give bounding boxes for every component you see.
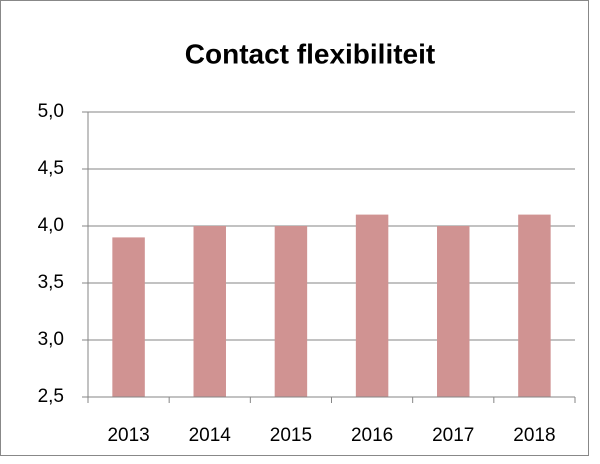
- y-tick-label: 2,5: [38, 386, 64, 407]
- bar: [274, 226, 308, 397]
- x-tick-label: 2018: [513, 425, 555, 446]
- y-tick-label: 3,5: [38, 272, 64, 293]
- y-tick-label: 4,0: [38, 215, 64, 236]
- bar: [112, 237, 145, 397]
- x-tick-label: 2017: [432, 425, 474, 446]
- x-tick-label: 2016: [351, 425, 393, 446]
- bar: [355, 214, 389, 397]
- bar: [193, 226, 226, 397]
- y-tick-label: 3,0: [38, 329, 64, 350]
- bar: [437, 226, 470, 397]
- x-tick-label: 2013: [107, 425, 149, 446]
- y-tick-label: 4,5: [38, 158, 64, 179]
- chart-title: Contact flexibiliteit: [185, 38, 435, 69]
- bar: [518, 214, 551, 397]
- x-tick-label: 2015: [270, 425, 312, 446]
- y-tick-label: 5,0: [38, 101, 64, 122]
- x-tick-label: 2014: [189, 425, 232, 446]
